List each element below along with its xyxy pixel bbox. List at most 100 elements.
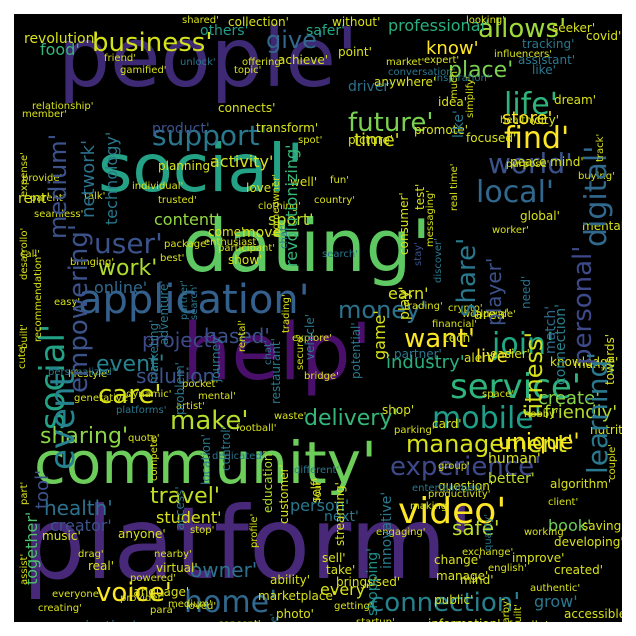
word-cute: gamified' bbox=[120, 65, 167, 76]
word-customer: education' bbox=[261, 450, 275, 513]
word-easy: rent' bbox=[18, 191, 51, 207]
word-improve: english' bbox=[488, 563, 527, 574]
word-recommendation: expense' bbox=[19, 152, 30, 197]
word-call: seamless' bbox=[34, 209, 84, 220]
word-participant: trading' bbox=[281, 294, 292, 333]
word-expense: inspiration' bbox=[434, 73, 490, 84]
word-waste: dynamic' bbox=[126, 389, 172, 400]
word-travel: sharing' bbox=[40, 424, 128, 449]
word-player: player' bbox=[482, 257, 506, 326]
word-generative: track' bbox=[595, 133, 606, 162]
word-self: streaming' bbox=[333, 482, 347, 546]
word-take: startup' bbox=[356, 618, 395, 623]
word-owner: owner' bbox=[190, 558, 258, 582]
word-future: future' bbox=[348, 108, 434, 138]
word-towards: provide' bbox=[22, 173, 63, 184]
word-messaging: much' bbox=[449, 68, 460, 99]
word-demand: quality' bbox=[483, 514, 494, 551]
word-loved: different' bbox=[294, 465, 340, 476]
word-everyone: powered' bbox=[130, 573, 176, 584]
word-working: question' bbox=[438, 479, 494, 493]
word-space: bridge' bbox=[304, 371, 339, 382]
word-mind: productivity' bbox=[428, 489, 491, 500]
word-share: share' bbox=[452, 237, 482, 317]
word-dynamic: football' bbox=[236, 423, 277, 434]
word-nutrition: client' bbox=[548, 497, 579, 508]
word-easier: knowledge' bbox=[550, 355, 619, 369]
word-shared: unlock' bbox=[180, 57, 216, 68]
word-business: business' bbox=[92, 28, 213, 58]
word-explore: mental' bbox=[198, 391, 236, 402]
word-network: network' bbox=[78, 139, 99, 218]
word-work: work' bbox=[98, 256, 158, 281]
word-control: control' bbox=[219, 426, 233, 471]
word-best: partner' bbox=[394, 347, 442, 361]
word-grow: grow' bbox=[534, 592, 578, 611]
word-know: know' bbox=[426, 38, 479, 59]
word-based: make' bbox=[170, 406, 249, 436]
word-quote: lifestyle' bbox=[68, 369, 110, 380]
word-pocket: making' bbox=[410, 501, 450, 512]
word-online: online' bbox=[94, 278, 148, 297]
word-anywhere: seeker' bbox=[552, 21, 596, 35]
word-parking: waste' bbox=[274, 411, 307, 422]
word-picture: connects' bbox=[218, 101, 276, 115]
word-accessible: public' bbox=[434, 593, 474, 607]
word-question: card' bbox=[432, 417, 462, 431]
word-find: find' bbox=[504, 121, 570, 156]
word-help: help' bbox=[182, 308, 373, 398]
word-tracking: like' bbox=[451, 110, 467, 138]
word-health: travel' bbox=[150, 484, 220, 509]
word-sell: every' bbox=[320, 580, 370, 599]
word-drag: loved' bbox=[186, 601, 217, 612]
word-real-time: promote' bbox=[414, 123, 469, 137]
word-unlock: point' bbox=[338, 45, 372, 59]
word-dating: dating' bbox=[182, 204, 432, 288]
word-alert: nutrition' bbox=[590, 423, 622, 437]
word-country: individual' bbox=[132, 181, 184, 192]
word-support: support' bbox=[152, 119, 268, 152]
word-simplify: worker' bbox=[492, 225, 529, 236]
word-social: social' bbox=[98, 130, 305, 207]
word-voice: safe' bbox=[452, 516, 500, 540]
word-powered: take' bbox=[326, 563, 356, 577]
word-people: people' bbox=[58, 14, 359, 106]
word-donde: explore' bbox=[292, 333, 332, 344]
word-life: life' bbox=[504, 87, 558, 122]
word-food: food' bbox=[40, 40, 80, 59]
word-collection: friend' bbox=[104, 53, 136, 64]
word-trusted: package' bbox=[164, 239, 209, 250]
word-professional: professional' bbox=[388, 16, 490, 35]
word-cloud: people' social' dating' help' community'… bbox=[14, 14, 622, 622]
word-search: search' bbox=[189, 284, 200, 320]
word-traveler: global' bbox=[520, 209, 560, 223]
word-connect: home' bbox=[184, 585, 278, 620]
word-friendly: friendly' bbox=[544, 402, 618, 423]
word-positive: built' bbox=[513, 604, 524, 622]
word-package: financial' bbox=[432, 319, 478, 330]
word-idea: picture' bbox=[348, 133, 394, 147]
word-technology: technology' bbox=[102, 131, 121, 225]
word-individual: rental' bbox=[237, 320, 248, 352]
word-enthusiast: trading' bbox=[404, 301, 443, 312]
word-make: care' bbox=[98, 380, 162, 410]
word-bringing: parent' bbox=[30, 193, 66, 204]
word-revolution: looking' bbox=[466, 15, 506, 26]
word-making: personalized' bbox=[48, 367, 115, 378]
word-well: move' bbox=[242, 225, 285, 241]
word-manage: manage' bbox=[436, 569, 489, 583]
word-startup: authentic' bbox=[530, 583, 581, 594]
word-clothing: secure' bbox=[295, 334, 306, 370]
word-problem: problem' bbox=[173, 362, 187, 415]
word-city: conversation' bbox=[388, 67, 456, 78]
word-innovative: shopping' bbox=[365, 547, 381, 616]
word-much: topic' bbox=[234, 65, 262, 76]
word-experience: experience' bbox=[390, 452, 542, 482]
word-activity: love' bbox=[246, 181, 275, 195]
word-medium: medium' bbox=[44, 133, 72, 239]
word-platform: platform' bbox=[22, 485, 475, 602]
word-member: call' bbox=[20, 249, 40, 260]
word-move: show' bbox=[228, 253, 263, 267]
word-personality: nearby' bbox=[501, 598, 512, 622]
word-saving: created' bbox=[554, 563, 604, 577]
